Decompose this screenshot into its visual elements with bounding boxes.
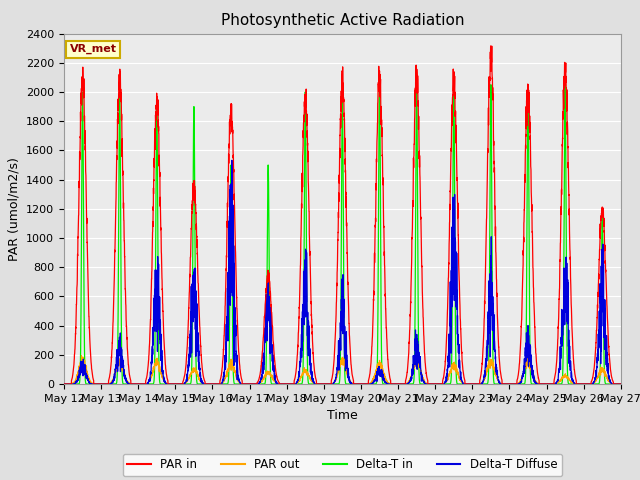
X-axis label: Time: Time <box>327 409 358 422</box>
Text: VR_met: VR_met <box>70 44 116 54</box>
Y-axis label: PAR (umol/m2/s): PAR (umol/m2/s) <box>8 157 20 261</box>
Legend: PAR in, PAR out, Delta-T in, Delta-T Diffuse: PAR in, PAR out, Delta-T in, Delta-T Dif… <box>123 454 562 476</box>
Title: Photosynthetic Active Radiation: Photosynthetic Active Radiation <box>221 13 464 28</box>
